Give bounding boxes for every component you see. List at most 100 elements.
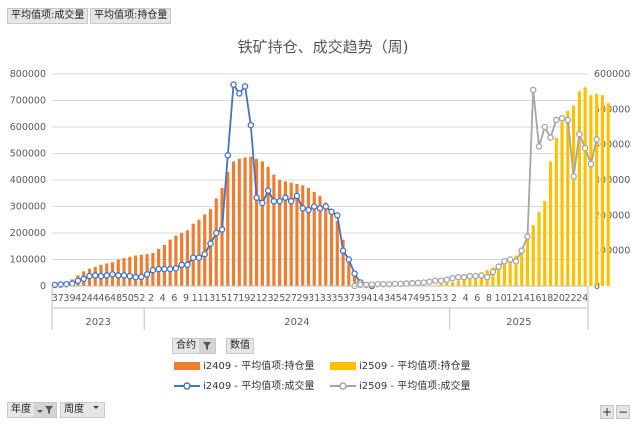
left-tick-label: 300000 bbox=[10, 202, 46, 213]
bar-i2509 bbox=[445, 282, 449, 286]
point-i2409 bbox=[253, 194, 260, 201]
week-filter-button[interactable]: 周度 bbox=[60, 402, 106, 418]
x-tick-label: 15 bbox=[215, 293, 227, 304]
legend-i2409-position: i2409 - 平均值项:持仓量 bbox=[174, 357, 315, 372]
bar-i2509 bbox=[497, 264, 501, 286]
x-tick-label: 33 bbox=[320, 293, 332, 304]
point-i2409 bbox=[287, 197, 295, 205]
point-i2509 bbox=[501, 258, 508, 265]
x-tick-label: 25 bbox=[273, 293, 285, 304]
point-i2409 bbox=[345, 256, 353, 263]
bar-i2409 bbox=[145, 254, 149, 286]
week-filter-label: 周度 bbox=[64, 404, 84, 415]
expand-button[interactable]: + bbox=[600, 405, 614, 419]
bar-i2409 bbox=[243, 157, 247, 286]
right-tick-label: 0 bbox=[594, 281, 600, 292]
right-tick-label: 400000 bbox=[594, 140, 630, 151]
point-i2409 bbox=[334, 212, 341, 219]
point-i2409 bbox=[115, 272, 122, 279]
x-tick-label: 29 bbox=[296, 293, 308, 304]
filter-dropdown-icon bbox=[34, 403, 57, 417]
point-i2509 bbox=[547, 134, 554, 141]
point-i2409 bbox=[282, 194, 289, 201]
point-i2509 bbox=[489, 268, 497, 276]
bar-i2509 bbox=[548, 161, 553, 286]
legend-label: i2509 - 平均值项:成交量 bbox=[359, 381, 471, 392]
point-i2409 bbox=[120, 272, 128, 279]
point-i2509 bbox=[449, 274, 456, 282]
point-i2509 bbox=[362, 281, 370, 289]
x-tick-label: 35 bbox=[331, 293, 343, 304]
legend-i2509-volume: i2509 - 平均值项:成交量 bbox=[330, 377, 471, 392]
point-i2409 bbox=[155, 265, 162, 273]
x-tick-label: 31 bbox=[308, 293, 320, 304]
bar-i2409 bbox=[214, 198, 218, 286]
point-i2509 bbox=[403, 280, 410, 287]
left-axis: 0 100000 200000 300000 400000 500000 600000 700… bbox=[10, 69, 46, 292]
bar-i2509 bbox=[572, 105, 576, 286]
legend-label: i2409 - 平均值项:持仓量 bbox=[203, 361, 315, 372]
x-tick-label: 6 bbox=[474, 293, 480, 304]
x-tick-label: 12 bbox=[506, 293, 518, 304]
x-tick-label: 39 bbox=[63, 293, 75, 304]
x-tick-label: 46 bbox=[98, 293, 110, 304]
bar-i2409 bbox=[289, 182, 293, 286]
contract-filter-button[interactable]: 合约 bbox=[172, 338, 217, 354]
point-i2409 bbox=[247, 121, 255, 129]
point-i2509 bbox=[564, 116, 572, 124]
x-tick-label: 21 bbox=[250, 293, 262, 304]
bar-i2509 bbox=[595, 93, 599, 286]
bar-i2509 bbox=[600, 95, 604, 286]
point-i2509 bbox=[466, 272, 474, 280]
left-tick-label: 100000 bbox=[10, 255, 46, 266]
x-tick-label: 9 bbox=[183, 293, 189, 304]
point-i2409 bbox=[328, 208, 335, 216]
point-i2409 bbox=[213, 229, 220, 237]
left-tick-label: 200000 bbox=[10, 228, 46, 239]
bar-i2409 bbox=[168, 239, 172, 286]
x-tick-label: 10 bbox=[495, 293, 507, 304]
year-label: 2023 bbox=[85, 317, 110, 328]
x-tick-label: 4 bbox=[160, 293, 166, 304]
point-i2409 bbox=[172, 265, 180, 272]
point-i2409 bbox=[189, 254, 197, 261]
left-tick-label: 700000 bbox=[10, 96, 46, 107]
values-position-button[interactable]: 平均值项:持仓量 bbox=[90, 8, 172, 24]
x-tick-label: 14 bbox=[518, 293, 530, 304]
bar-i2409 bbox=[237, 158, 241, 286]
bar-i2409 bbox=[249, 156, 253, 286]
filter-icon bbox=[199, 339, 216, 353]
x-tick-label: 44 bbox=[87, 293, 99, 304]
point-i2509 bbox=[483, 273, 491, 281]
x-tick-label: 52 bbox=[133, 293, 145, 304]
bar-i2409 bbox=[352, 272, 357, 286]
bar-i2409 bbox=[306, 187, 311, 286]
bar-i2409 bbox=[203, 214, 207, 286]
bar-i2409 bbox=[174, 235, 178, 286]
year-filter-button[interactable]: 年度 bbox=[7, 402, 58, 418]
x-axis: 37 39 42 44 46 48 50 52 2 4 6 9 11 13 15 17 19 21 23 25 27 29… bbox=[51, 285, 589, 330]
values-field-button[interactable]: 数值 bbox=[226, 338, 254, 354]
bar-i2409 bbox=[180, 233, 184, 286]
bar-i2409 bbox=[301, 185, 305, 286]
point-i2409 bbox=[218, 226, 226, 233]
bar-i2409 bbox=[122, 258, 126, 286]
point-i2409 bbox=[230, 81, 237, 88]
year-filter-label: 年度 bbox=[11, 404, 31, 415]
bar-i2409 bbox=[220, 187, 224, 286]
bar-i2409 bbox=[335, 221, 339, 286]
values-volume-button[interactable]: 平均值项:成交量 bbox=[7, 8, 89, 24]
point-i2409 bbox=[264, 187, 272, 194]
point-i2509 bbox=[455, 273, 462, 281]
bar-i2409 bbox=[295, 183, 299, 286]
point-i2409 bbox=[293, 192, 301, 200]
point-i2509 bbox=[443, 276, 451, 283]
point-i2409 bbox=[51, 281, 59, 289]
x-tick-label: 2 bbox=[451, 293, 457, 304]
bar-i2509 bbox=[474, 275, 478, 286]
point-i2509 bbox=[437, 277, 445, 284]
collapse-button[interactable]: − bbox=[616, 405, 630, 419]
bar-i2509 bbox=[520, 248, 524, 286]
x-tick-label: 41 bbox=[366, 293, 378, 304]
x-tick-label: 20 bbox=[553, 293, 565, 304]
